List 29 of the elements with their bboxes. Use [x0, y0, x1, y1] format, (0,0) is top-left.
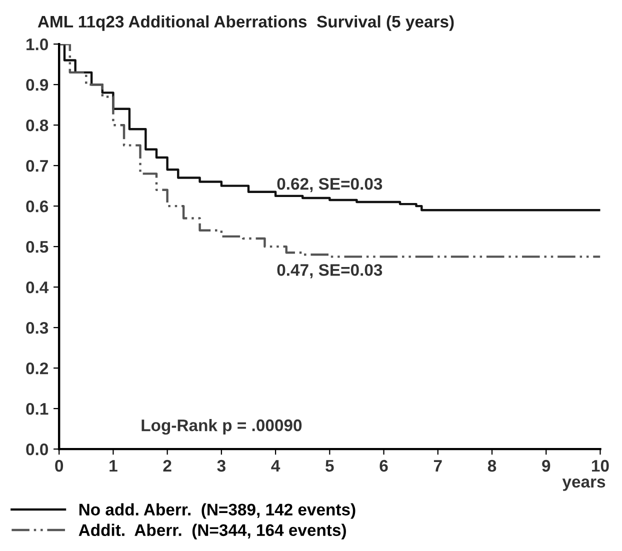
- x-tick-label: 2: [163, 460, 172, 472]
- annotation: 0.47, SE=0.03: [277, 264, 382, 278]
- x-tick-label: 3: [217, 460, 226, 472]
- x-tick-label: 6: [380, 460, 388, 472]
- x-tick-label: 1: [110, 460, 118, 472]
- y-tick-label: 0.1: [26, 402, 48, 415]
- y-tick-label: 0.3: [26, 322, 48, 334]
- x-tick-label: 0: [55, 460, 64, 472]
- x-tick-label: 5: [326, 460, 334, 472]
- annotation: 0.62, SE=0.03: [277, 178, 382, 192]
- x-tick-label: 8: [488, 460, 496, 472]
- x-tick-label: 9: [542, 460, 550, 472]
- y-tick-label: 0.8: [26, 119, 48, 132]
- y-tick-label: 0.9: [26, 78, 48, 91]
- y-tick-label: 0.4: [26, 281, 49, 294]
- legend-label: No add. Aberr. (N=389, 142 events): [79, 503, 356, 519]
- chart-title: AML 11q23 Additional Aberrations Survival (5 years): [38, 15, 454, 31]
- y-tick-label: 1.0: [26, 38, 48, 50]
- legend-label: Addit. Aberr. (N=344, 164 events): [78, 524, 346, 540]
- x-tick-label: 4: [271, 460, 280, 472]
- y-tick-label: 0.2: [26, 362, 48, 374]
- y-tick-label: 0.6: [26, 200, 48, 212]
- x-tick-label: 7: [434, 460, 442, 472]
- y-tick-label: 0.5: [26, 240, 48, 253]
- annotation: Log-Rank p = .00090: [142, 418, 302, 435]
- y-tick-label: 0.7: [26, 160, 48, 172]
- y-tick-label: 0.0: [26, 443, 48, 456]
- x-tick-label: 10: [592, 460, 609, 472]
- x-axis-title: years: [562, 478, 606, 491]
